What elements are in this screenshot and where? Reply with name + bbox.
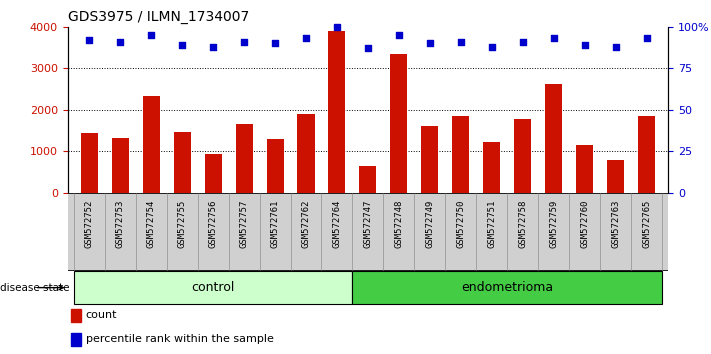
Text: GSM572761: GSM572761 [271,199,279,247]
Text: GSM572759: GSM572759 [550,199,558,247]
Text: GSM572748: GSM572748 [395,199,403,247]
Point [610,44,621,49]
Point [393,32,405,38]
Bar [81,133,97,193]
Text: percentile rank within the sample: percentile rank within the sample [86,335,274,344]
Bar [71,333,81,346]
Bar [390,55,407,193]
Text: GSM572764: GSM572764 [333,199,341,247]
Point [641,35,653,41]
Bar [452,116,469,193]
Text: GSM572750: GSM572750 [456,199,465,247]
Point [146,32,157,38]
Point [114,39,126,44]
Bar [235,124,252,193]
Text: GSM572754: GSM572754 [146,199,156,247]
Point [517,39,528,44]
Bar [267,139,284,193]
Point [208,44,219,49]
Text: count: count [86,310,117,320]
Bar [545,84,562,193]
Point [486,44,498,49]
Bar [607,160,624,193]
Bar [173,132,191,193]
Text: GSM572758: GSM572758 [518,199,528,247]
Point [363,45,374,51]
Text: GSM572747: GSM572747 [363,199,373,247]
Text: GSM572751: GSM572751 [487,199,496,247]
Text: GSM572749: GSM572749 [425,199,434,247]
Text: GSM572752: GSM572752 [85,199,94,247]
Bar [328,31,346,193]
Point [176,42,188,48]
Bar [422,126,439,193]
Bar [483,142,501,193]
Bar [74,271,353,304]
Text: disease state: disease state [0,282,70,293]
Bar [297,114,314,193]
Text: GSM572763: GSM572763 [611,199,620,247]
Text: GSM572760: GSM572760 [580,199,589,247]
Bar [360,166,376,193]
Bar [353,271,662,304]
Bar [112,138,129,193]
Bar [71,309,81,322]
Text: control: control [191,281,235,294]
Point [238,39,250,44]
Bar [205,154,222,193]
Text: GSM572755: GSM572755 [178,199,186,247]
Text: GSM572762: GSM572762 [301,199,311,247]
Bar [514,119,531,193]
Point [548,35,560,41]
Point [331,24,343,29]
Text: endometrioma: endometrioma [461,281,553,294]
Text: GSM572757: GSM572757 [240,199,249,247]
Bar [143,96,160,193]
Text: GSM572756: GSM572756 [208,199,218,247]
Point [269,40,281,46]
Text: GDS3975 / ILMN_1734007: GDS3975 / ILMN_1734007 [68,10,249,24]
Point [83,37,95,43]
Point [579,42,590,48]
Bar [576,145,593,193]
Point [300,35,311,41]
Text: GSM572765: GSM572765 [642,199,651,247]
Text: GSM572753: GSM572753 [116,199,124,247]
Point [455,39,466,44]
Point [424,40,436,46]
Bar [638,116,655,193]
